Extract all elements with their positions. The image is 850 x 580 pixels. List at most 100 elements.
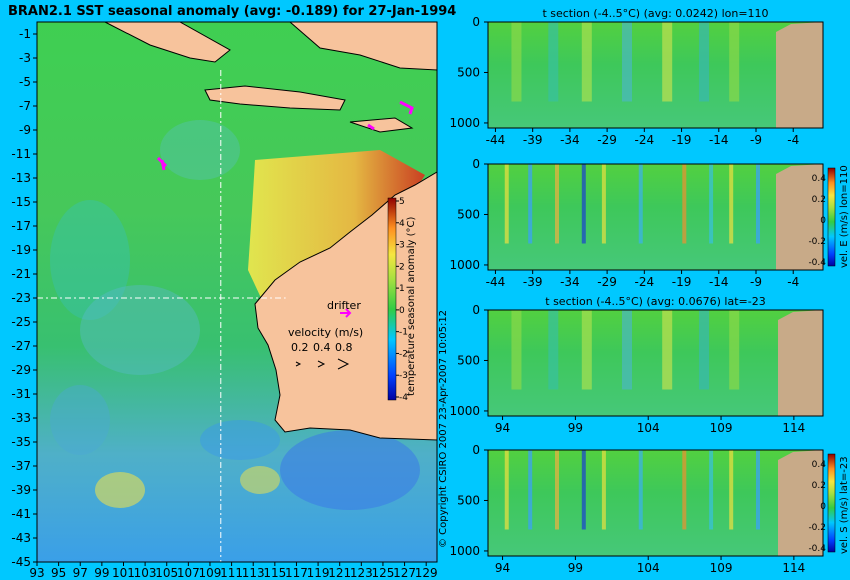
section-frame <box>487 163 824 271</box>
section-x-tick-label: -34 <box>560 275 580 289</box>
velocity-colorbar-tick-label: 0.2 <box>812 481 826 491</box>
section-band <box>528 450 533 530</box>
drifter-track-2 <box>399 100 414 115</box>
section-x-tick-label: 104 <box>637 421 660 435</box>
sst-colorbar-tick-label: -3 <box>399 371 408 381</box>
section-y-tick-label: 0 <box>472 303 480 317</box>
map-lon-tick-label: 107 <box>177 566 200 580</box>
section-y-tick-label: 0 <box>472 15 480 29</box>
sst-colorbar-tick-label: 0 <box>399 306 405 316</box>
velocity-scale-2: 0.8 <box>335 341 353 354</box>
section-x-tick-label: -4 <box>787 275 799 289</box>
sst-colorbar-label: temperature seasonal anomaly (°C) <box>406 217 417 396</box>
map-lat-tick-label: -3 <box>19 51 31 65</box>
section-x-tick-label: -29 <box>597 275 617 289</box>
section-x-tick-label: -19 <box>672 275 692 289</box>
map-lon-tick-label: 119 <box>307 566 330 580</box>
map-lon-tick-label: 105 <box>155 566 178 580</box>
section-x-tick-label: -24 <box>635 275 655 289</box>
map-lon-tick-label: 97 <box>73 566 88 580</box>
drifter-label: drifter <box>327 299 361 312</box>
velocity-colorbar-tick-label: 0.4 <box>812 460 827 470</box>
velocity-colorbar-tick-label: -0.4 <box>808 258 826 268</box>
map-lat-tick-label: -5 <box>19 75 31 89</box>
section-x-tick-label: -9 <box>750 275 762 289</box>
map-lon-tick-label: 109 <box>199 566 222 580</box>
sst-colorbar-tick-label: 1 <box>399 284 405 294</box>
section-band <box>662 310 673 390</box>
section-band <box>729 164 734 244</box>
section-frame <box>487 449 824 557</box>
section-field <box>488 164 823 270</box>
velocity-colorbar-tick-label: -0.4 <box>808 544 826 554</box>
map-lat-tick-label: -39 <box>11 483 31 497</box>
map-lat-tick-label: -23 <box>11 291 31 305</box>
section-band <box>504 164 509 244</box>
drifter-legend-arrow <box>340 308 352 318</box>
section-band <box>729 22 740 102</box>
velocity-arrows <box>295 358 350 370</box>
map-lat-tick-label: -45 <box>11 555 31 569</box>
section-x-tick-label: 94 <box>495 421 510 435</box>
section-field <box>488 450 823 556</box>
section-band <box>548 22 559 102</box>
section-y-tick-label: 500 <box>457 493 480 507</box>
velocity-colorbar <box>827 453 836 553</box>
map-lat-tick-label: -9 <box>19 123 31 137</box>
section-x-tick-label: -19 <box>672 133 692 147</box>
section-panel-1: t section (-4..5°C) (avg: 0.0242) lon=11… <box>449 7 824 147</box>
section-band <box>622 310 632 390</box>
map-frame <box>36 21 438 563</box>
sst-colorbar <box>387 197 397 401</box>
section-y-tick-label: 1000 <box>449 116 480 130</box>
section-x-tick-label: 114 <box>782 421 805 435</box>
map-lat-tick-label: -21 <box>11 267 31 281</box>
map-lon-tick-label: 113 <box>242 566 265 580</box>
section-band <box>581 450 586 530</box>
section-band <box>555 450 559 530</box>
section-band <box>729 450 734 530</box>
section-x-tick-label: -24 <box>635 133 655 147</box>
map-lat-tick-label: -15 <box>11 195 31 209</box>
map-lon-tick-label: 103 <box>134 566 157 580</box>
map-lat-tick-label: -31 <box>11 387 31 401</box>
map-lat-tick-label: -19 <box>11 243 31 257</box>
land-timor <box>349 117 414 133</box>
section-band <box>756 450 760 530</box>
map-lon-tick-label: 111 <box>220 566 243 580</box>
section-x-tick-label: 114 <box>782 561 805 575</box>
velocity-colorbar-tick-label: 0 <box>820 216 826 226</box>
sst-colorbar-tick-label: 5 <box>399 197 405 207</box>
section-x-tick-label: -34 <box>560 133 580 147</box>
land-java <box>204 85 346 111</box>
copyright-text: © Copyright CSIRO 2007 23-Apr-2007 10:05… <box>438 310 449 548</box>
velocity-label: velocity (m/s) <box>288 326 363 339</box>
sst-colorbar-ticks: 5 4 3 2 1 0 -1 -2 -3 -4 <box>396 197 408 403</box>
section-y-tick-label: 500 <box>457 353 480 367</box>
map-lon-axis: 93 95 97 99 10110310510710911111311511711912… <box>29 562 438 580</box>
sst-colorbar-tick-label: 4 <box>399 219 405 229</box>
map-lat-tick-label: -17 <box>11 219 31 233</box>
section-x-tick-label: 99 <box>568 421 583 435</box>
section-band <box>756 164 760 244</box>
section-x-tick-label: 94 <box>495 561 510 575</box>
map-lon-tick-label: 99 <box>94 566 109 580</box>
section-field <box>488 310 823 416</box>
section-x-tick-label: -29 <box>597 133 617 147</box>
sst-colorbar-tick-label: 2 <box>399 262 405 272</box>
drifter-track-3 <box>367 123 375 131</box>
section-panel-3: t section (-4..5°C) (avg: 0.0676) lat=-2… <box>449 295 824 435</box>
section-y-tick-label: 1000 <box>449 258 480 272</box>
velocity-colorbar-tick-label: 0 <box>820 502 826 512</box>
section-band <box>638 450 643 530</box>
section-band <box>662 22 673 102</box>
section-x-tick-label: -44 <box>486 275 506 289</box>
section-field <box>488 22 823 128</box>
section-y-tick-label: 0 <box>472 443 480 457</box>
section-frame <box>487 21 824 129</box>
section-band <box>709 164 714 244</box>
section-band <box>699 22 710 102</box>
map-cool-eddies <box>50 120 420 510</box>
section-panels: t section (-4..5°C) (avg: 0.0242) lon=11… <box>449 7 850 575</box>
